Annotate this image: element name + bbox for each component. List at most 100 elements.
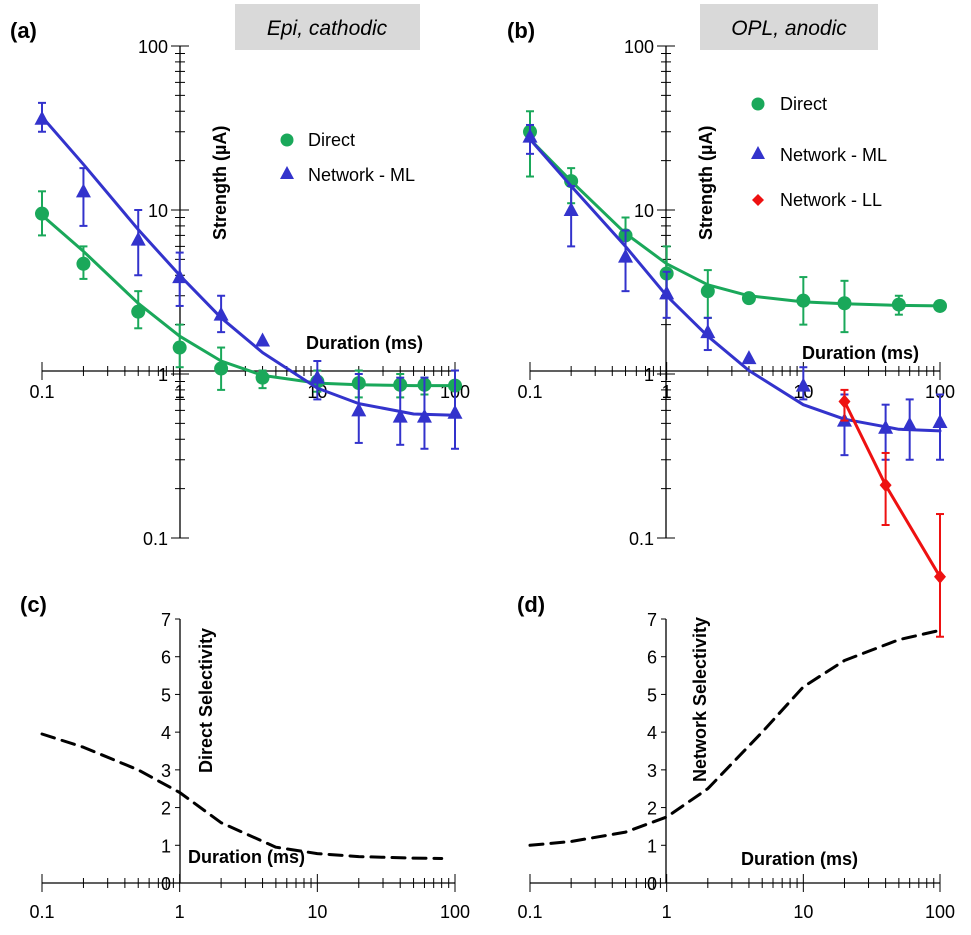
p1-s1-point: [902, 416, 918, 431]
p0-s1-fit-line: [40, 115, 457, 417]
legend-marker-direct-a: [280, 133, 294, 147]
p0-s1-point: [130, 231, 146, 246]
p0-s1-point: [416, 408, 432, 423]
p0-y-tick-label: 0.1: [143, 529, 168, 549]
p2-x-tick-label: 1: [175, 902, 185, 922]
p1-s1-point: [618, 248, 634, 263]
p3-y-tick-label: 3: [647, 761, 657, 781]
p1-s1-point: [932, 413, 948, 428]
p0-s0-point: [214, 361, 229, 376]
p1-s1-point: [563, 202, 579, 216]
p0-s1-point: [172, 269, 188, 284]
p1-x-tick-label: 100: [925, 382, 955, 402]
p1-x-tick-label: 1: [662, 382, 672, 402]
p0-x-tick-label: 1: [175, 382, 185, 402]
p1-s0-point: [891, 297, 906, 312]
p0-y-tick-label: 10: [148, 201, 168, 221]
title-b: OPL, anodic: [731, 17, 847, 40]
p2-y-tick-label: 7: [161, 610, 171, 630]
p2-y-tick-label: 5: [161, 685, 171, 705]
p3-s0-selectivity-line: [528, 628, 942, 847]
p0-s0-point: [172, 340, 187, 355]
p3-y-tick-label: 5: [647, 685, 657, 705]
p1-s1-point: [878, 419, 894, 434]
ylabel-b: Strength (µA): [696, 126, 716, 240]
ylabel-d: Network Selectivity: [690, 617, 710, 782]
p0-s1-point: [255, 332, 271, 347]
legend-label-direct-b: Direct: [780, 94, 827, 114]
p1-s0-point: [564, 174, 579, 189]
p0-s1-point: [309, 369, 325, 384]
p1-s0-point: [933, 298, 947, 313]
p0-s1-point: [351, 402, 367, 417]
title-box-b: [700, 4, 878, 50]
p0-s0-point: [131, 304, 146, 319]
legend-marker-ml-b: [751, 146, 765, 159]
p2-y-tick-label: 4: [161, 723, 171, 743]
p1-s1-point: [700, 324, 716, 339]
p0-x-tick-label: 0.1: [29, 382, 54, 402]
p0-s0-point: [35, 206, 49, 221]
p0-y-tick-label: 1: [158, 365, 168, 385]
p0-s0-point: [255, 370, 270, 385]
p1-s1-point: [522, 128, 538, 143]
legend-marker-ml-a: [280, 166, 294, 179]
title-a: Epi, cathodic: [267, 17, 388, 40]
p0-s1-point: [213, 306, 229, 321]
p0-s0-fit-line: [40, 213, 457, 388]
legend-label-ll-b: Network - LL: [780, 190, 882, 210]
p3-y-tick-label: 7: [647, 610, 657, 630]
legend-marker-direct-b: [751, 97, 765, 111]
p0-s1-point: [75, 183, 91, 198]
p1-s0-point: [700, 284, 715, 299]
p3-y-tick-label: 4: [647, 723, 657, 743]
p1-s0-fit-line: [528, 137, 942, 308]
p0-s1-point: [447, 404, 463, 419]
p2-y-tick-label: 2: [161, 799, 171, 819]
p1-s1-point: [795, 377, 811, 392]
xlabel-d: Duration (ms): [741, 849, 858, 869]
legend-label-direct-a: Direct: [308, 130, 355, 150]
legend-label-ml-a: Network - ML: [308, 165, 415, 185]
p3-y-tick-label: 2: [647, 799, 657, 819]
p0-y-tick-label: 100: [138, 37, 168, 57]
panel-label-c: (c): [20, 592, 47, 617]
p0-s0-point: [76, 256, 91, 271]
p1-s2-point: [838, 394, 851, 409]
p2-x-tick-label: 10: [307, 902, 327, 922]
p1-s0-point: [796, 293, 811, 308]
p1-s2-point: [879, 478, 892, 493]
p3-x-tick-label: 10: [793, 902, 813, 922]
p1-s0-point: [741, 291, 756, 306]
legend-label-ml-b: Network - ML: [780, 145, 887, 165]
p1-y-tick-label: 0.1: [629, 529, 654, 549]
p3-y-tick-label: 1: [647, 836, 657, 856]
p2-y-tick-label: 0: [161, 874, 171, 894]
p1-y-tick-label: 100: [624, 37, 654, 57]
panel-label-b: (b): [507, 18, 535, 43]
p1-x-tick-label: 0.1: [517, 382, 542, 402]
xlabel-b: Duration (ms): [802, 343, 919, 363]
p1-s2-point: [934, 569, 946, 584]
p2-y-tick-label: 1: [161, 836, 171, 856]
p1-y-tick-label: 10: [634, 201, 654, 221]
panel-label-d: (d): [517, 592, 545, 617]
title-box-a: [235, 4, 420, 50]
p1-s1-point: [741, 350, 757, 365]
xlabel-a: Duration (ms): [306, 333, 423, 353]
p0-s1-point: [392, 408, 408, 423]
legend-b: Direct Network - ML Network - LL: [751, 94, 887, 210]
p1-s1-point: [659, 285, 675, 300]
legend-marker-ll-b: [752, 194, 764, 206]
p1-y-tick-label: 1: [644, 365, 654, 385]
p2-y-tick-label: 3: [161, 761, 171, 781]
p3-y-tick-label: 6: [647, 648, 657, 668]
p3-x-tick-label: 0.1: [517, 902, 542, 922]
plot-layer: 0.11101000.11101000.11101000.11101000.11…: [29, 37, 955, 922]
p2-x-tick-label: 100: [440, 902, 470, 922]
p2-s0-selectivity-line: [40, 732, 444, 860]
p1-s0-point: [837, 296, 852, 311]
p3-x-tick-label: 100: [925, 902, 955, 922]
p2-x-tick-label: 0.1: [29, 902, 54, 922]
